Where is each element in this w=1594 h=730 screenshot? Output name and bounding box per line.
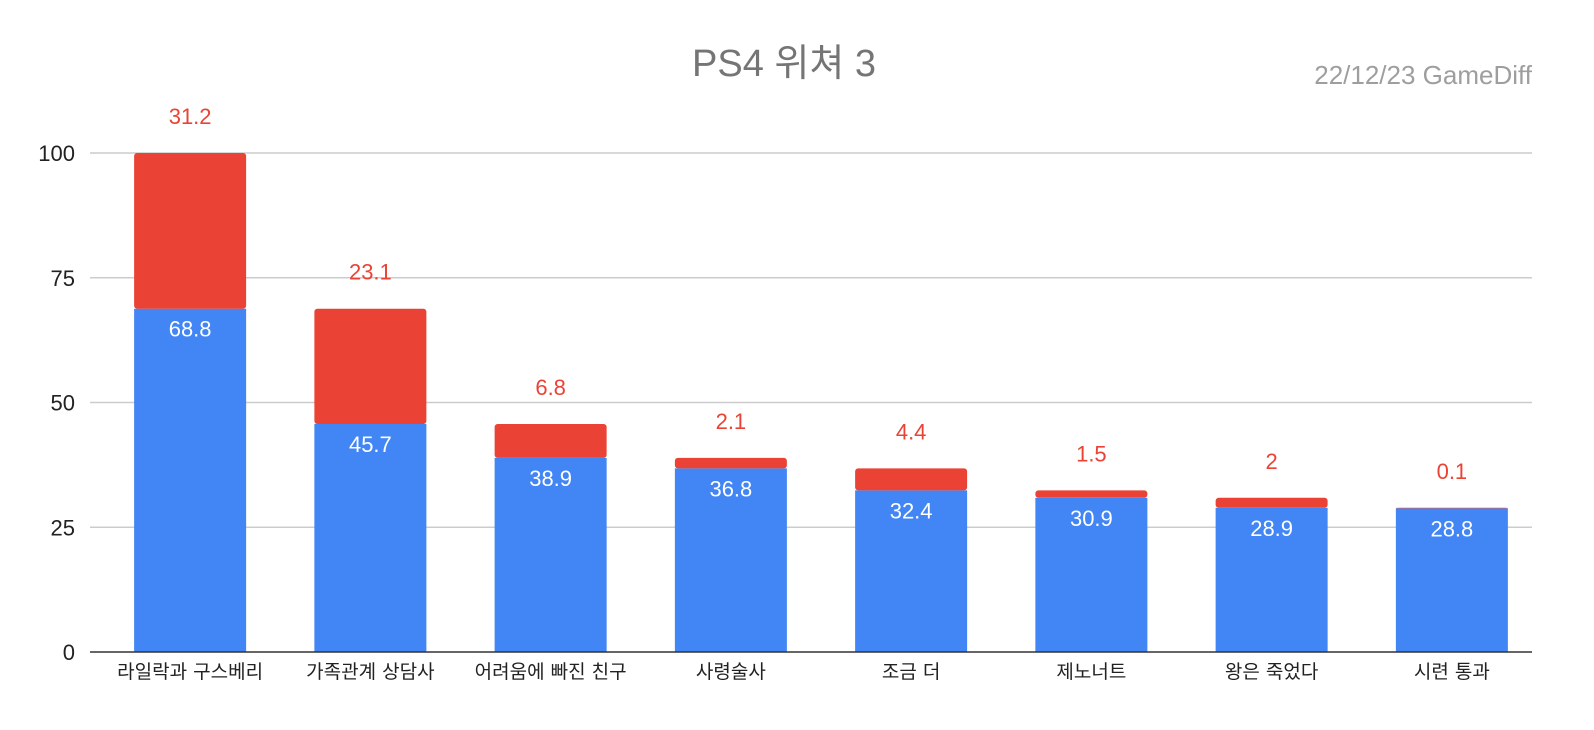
data-label: 31.2 bbox=[169, 104, 212, 129]
bar-segment-red bbox=[314, 308, 427, 424]
bar-segment-blue bbox=[1215, 507, 1328, 652]
data-label: 45.7 bbox=[349, 432, 392, 457]
chart-title: PS4 위쳐 3 bbox=[692, 43, 876, 85]
bar-segment-red bbox=[134, 153, 247, 309]
data-label: 23.1 bbox=[349, 260, 392, 285]
x-tick-label: 가족관계 상담사 bbox=[306, 661, 434, 683]
data-label: 28.9 bbox=[1250, 516, 1293, 541]
x-tick-label: 왕은 죽었다 bbox=[1225, 661, 1318, 683]
y-tick-label: 100 bbox=[38, 141, 75, 166]
y-tick-label: 50 bbox=[51, 391, 75, 416]
y-tick-label: 25 bbox=[51, 515, 75, 540]
bar-segment-blue bbox=[494, 457, 607, 652]
x-tick-label: 제노너트 bbox=[1056, 661, 1126, 683]
bar-segment-red bbox=[1215, 497, 1328, 508]
data-label: 0.1 bbox=[1437, 459, 1468, 484]
data-label: 2.1 bbox=[716, 409, 747, 434]
bar-segment-red bbox=[674, 457, 787, 469]
data-label: 32.4 bbox=[890, 498, 933, 523]
x-tick-label: 사령술사 bbox=[696, 661, 766, 683]
bar-segment-red bbox=[1395, 507, 1508, 509]
x-axis-ticks: 라일락과 구스베리 가족관계 상담사 어려움에 빠진 친구 사령술사 조금 더 제노너트 왕… bbox=[117, 661, 1490, 683]
y-tick-label: 0 bbox=[63, 640, 75, 665]
bar-segment-blue bbox=[674, 468, 787, 652]
data-label: 28.8 bbox=[1430, 516, 1473, 541]
x-tick-label: 시련 통과 bbox=[1414, 661, 1490, 683]
bar-segment-blue bbox=[855, 490, 968, 652]
bar-segment-blue bbox=[1395, 508, 1508, 652]
bars bbox=[134, 153, 1508, 652]
data-label: 36.8 bbox=[709, 476, 752, 501]
data-label: 6.8 bbox=[535, 375, 566, 400]
bar-segment-blue bbox=[1035, 497, 1148, 652]
chart-subtitle: 22/12/23 GameDiff bbox=[1314, 60, 1533, 90]
data-label: 68.8 bbox=[169, 317, 212, 342]
gridlines bbox=[90, 152, 1532, 528]
data-label: 1.5 bbox=[1076, 441, 1107, 466]
data-label: 38.9 bbox=[529, 466, 572, 491]
data-label: 4.4 bbox=[896, 419, 927, 444]
x-tick-label: 어려움에 빠진 친구 bbox=[475, 661, 627, 683]
data-labels: 68.8 31.2 45.7 23.1 38.9 6.8 36.8 2.1 32.4 4.4 30.… bbox=[169, 104, 1474, 541]
data-label: 2 bbox=[1266, 449, 1278, 474]
bar-segment-blue bbox=[134, 308, 247, 652]
bar-segment-blue bbox=[314, 423, 427, 652]
x-tick-label: 조금 더 bbox=[882, 661, 940, 683]
bar-segment-red bbox=[1035, 490, 1148, 498]
bar-segment-red bbox=[494, 423, 607, 458]
bar-segment-red bbox=[855, 468, 968, 491]
y-axis-ticks: 0 25 50 75 100 bbox=[38, 141, 75, 665]
data-label: 30.9 bbox=[1070, 506, 1113, 531]
y-tick-label: 75 bbox=[51, 266, 75, 291]
x-tick-label: 라일락과 구스베리 bbox=[117, 661, 263, 683]
